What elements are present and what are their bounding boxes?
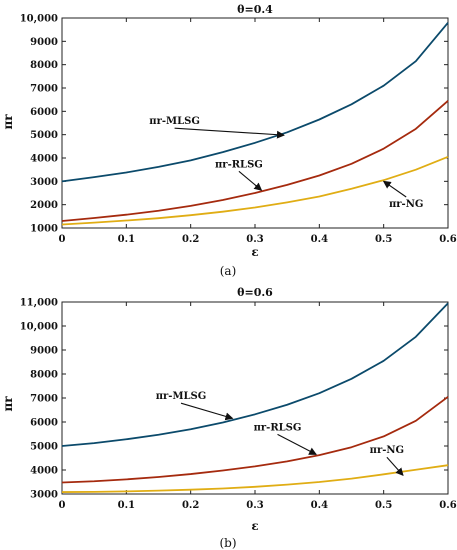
y-tick-label-b: 4000 [30,466,58,477]
x-tick-label-b: 0.1 [118,500,135,511]
series-line-a-2 [61,155,449,226]
x-tick-label-b: 0.6 [439,500,456,511]
y-tick-label-b: 5000 [30,442,58,453]
series-line-b-0 [61,302,449,447]
chart-title-a: θ=0.4 [237,3,273,16]
y-tick-label-b: 6000 [30,418,58,429]
y-axis-label-b: πr [1,396,15,412]
y-tick-label-b: 7000 [30,394,58,405]
y-tick-label-a: 3000 [30,177,58,188]
axis-ticks-b: 0 0.1 0.2 0.3 0.4 0.5 0.6 3000 4000 5000 6000 7000 8… [20,298,457,512]
panel-label-b: (b) [219,536,236,550]
annotation-arrow-b-2 [386,456,404,477]
y-tick-label-a: 1000 [30,224,58,235]
chart-panel-b: θ=0.6 πr ε (b) 0 0.1 0.2 0.3 0.4 0.5 0.6 3000 40… [1,286,457,550]
y-tick-label-a: 5000 [30,130,58,141]
annotation-arrow-a-0 [174,127,285,139]
series-group-b [61,302,449,493]
series-line-a-1 [61,100,449,222]
plot-frame-b [61,301,449,495]
series-line-a-0 [61,22,449,183]
y-tick-label-a: 2000 [30,200,58,211]
x-tick-label-a: 0.2 [182,234,199,245]
chart-panel-a: θ=0.4 πr ε (a) 0 0.1 0.2 0.3 0.4 0.5 0.6 1000 20… [1,3,457,278]
y-axis-label-a: πr [1,114,15,130]
x-axis-label-a: ε [251,245,258,259]
x-tick-label-a: 0.3 [246,234,263,245]
x-tick-label-a: 0.6 [439,234,456,245]
annotation-label-a-1: πr-RLSG [215,159,263,170]
y-tick-label-a: 7000 [30,84,58,95]
annotation-label-b-2: πr-NG [370,445,404,456]
annotation-label-a-0: πr-MLSG [149,116,200,127]
annotation-arrow-b-1 [277,433,318,455]
chart-title-b: θ=0.6 [237,286,273,299]
annotation-label-a-2: πr-NG [389,199,423,210]
x-tick-label-a: 0 [59,234,66,245]
plot-frame-a [61,17,449,229]
annotation-arrow-a-2 [382,180,407,198]
y-tick-label-a: 10,000 [20,14,58,25]
x-tick-label-b: 0.4 [311,500,328,511]
y-tick-label-b: 9000 [30,346,58,357]
axis-ticks-a: 0 0.1 0.2 0.3 0.4 0.5 0.6 1000 2000 3000 4000 5000 6… [20,14,457,246]
y-tick-label-a: 6000 [30,107,58,118]
annotation-label-b-1: πr-RLSG [254,422,302,433]
x-tick-label-a: 0.5 [375,234,392,245]
annotation-arrow-b-0 [180,402,234,421]
annotations-b: πr-MLSG πr-RLSG πr-NG [156,391,404,477]
x-tick-label-a: 0.1 [118,234,135,245]
y-tick-label-a: 9000 [30,37,58,48]
y-tick-label-a: 8000 [30,60,58,71]
x-tick-label-a: 0.4 [311,234,328,245]
x-tick-label-b: 0.3 [246,500,263,511]
x-tick-label-b: 0.2 [182,500,199,511]
y-tick-label-b: 8000 [30,370,58,381]
series-line-b-1 [61,396,449,484]
annotation-label-b-0: πr-MLSG [156,391,207,402]
x-axis-label-b: ε [251,519,258,533]
series-group-a [61,22,449,226]
y-tick-label-b: 11,000 [20,298,58,309]
x-tick-label-b: 0.5 [375,500,392,511]
y-tick-label-b: 3000 [30,490,58,501]
panel-label-a: (a) [220,264,237,278]
annotation-arrow-a-1 [238,170,263,191]
series-line-b-2 [61,464,449,493]
y-tick-label-a: 4000 [30,154,58,165]
annotations-a: πr-MLSG πr-RLSG πr-NG [149,116,423,210]
x-tick-label-b: 0 [59,500,66,511]
y-tick-label-b: 10,000 [20,322,58,333]
